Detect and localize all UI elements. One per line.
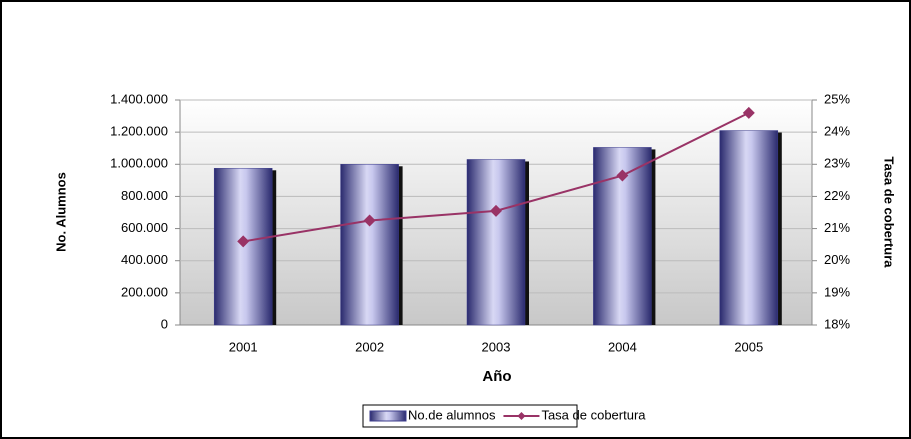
y-tick-label: 1.000.000 [110, 156, 168, 171]
y2-tick-label: 23% [824, 156, 850, 171]
x-tick-label: 2004 [608, 339, 637, 354]
y-axis-label: No. Alumnos [53, 172, 68, 252]
marker [363, 214, 376, 227]
marker [742, 106, 755, 119]
marker [490, 204, 502, 217]
legend-marker [517, 412, 526, 420]
bar [466, 159, 526, 326]
y-tick-label: 0 [161, 316, 168, 331]
y2-tick-label: 18% [824, 316, 850, 331]
y2-tick-label: 21% [824, 220, 850, 235]
y2-tick-label: 24% [824, 124, 850, 139]
legend-swatch [369, 410, 407, 422]
y-tick-label: 1.200.000 [110, 124, 168, 139]
y-tick-label: 400.000 [121, 252, 168, 267]
bar [719, 130, 779, 326]
legend-label: Tasa de cobertura [541, 407, 646, 422]
y2-axis-label: Tasa de cobertura [882, 156, 897, 268]
y2-tick-label: 20% [824, 252, 850, 267]
x-axis-label: Año [482, 368, 511, 385]
legend [362, 404, 578, 428]
y-tick-label: 600.000 [121, 220, 168, 235]
y-tick-label: 800.000 [121, 188, 168, 203]
x-tick-label: 2001 [229, 339, 258, 354]
y-tick-label: 1.400.000 [110, 91, 168, 106]
y2-tick-label: 25% [824, 91, 850, 106]
y-tick-label: 200.000 [121, 284, 168, 299]
bar [340, 164, 399, 326]
marker [237, 235, 250, 248]
x-tick-label: 2005 [734, 339, 763, 354]
legend-label: No.de alumnos [408, 407, 496, 422]
y2-tick-label: 22% [824, 188, 850, 203]
x-tick-label: 2003 [482, 339, 511, 354]
y2-tick-label: 19% [824, 284, 850, 299]
x-tick-label: 2002 [355, 339, 384, 354]
marker [616, 169, 629, 182]
